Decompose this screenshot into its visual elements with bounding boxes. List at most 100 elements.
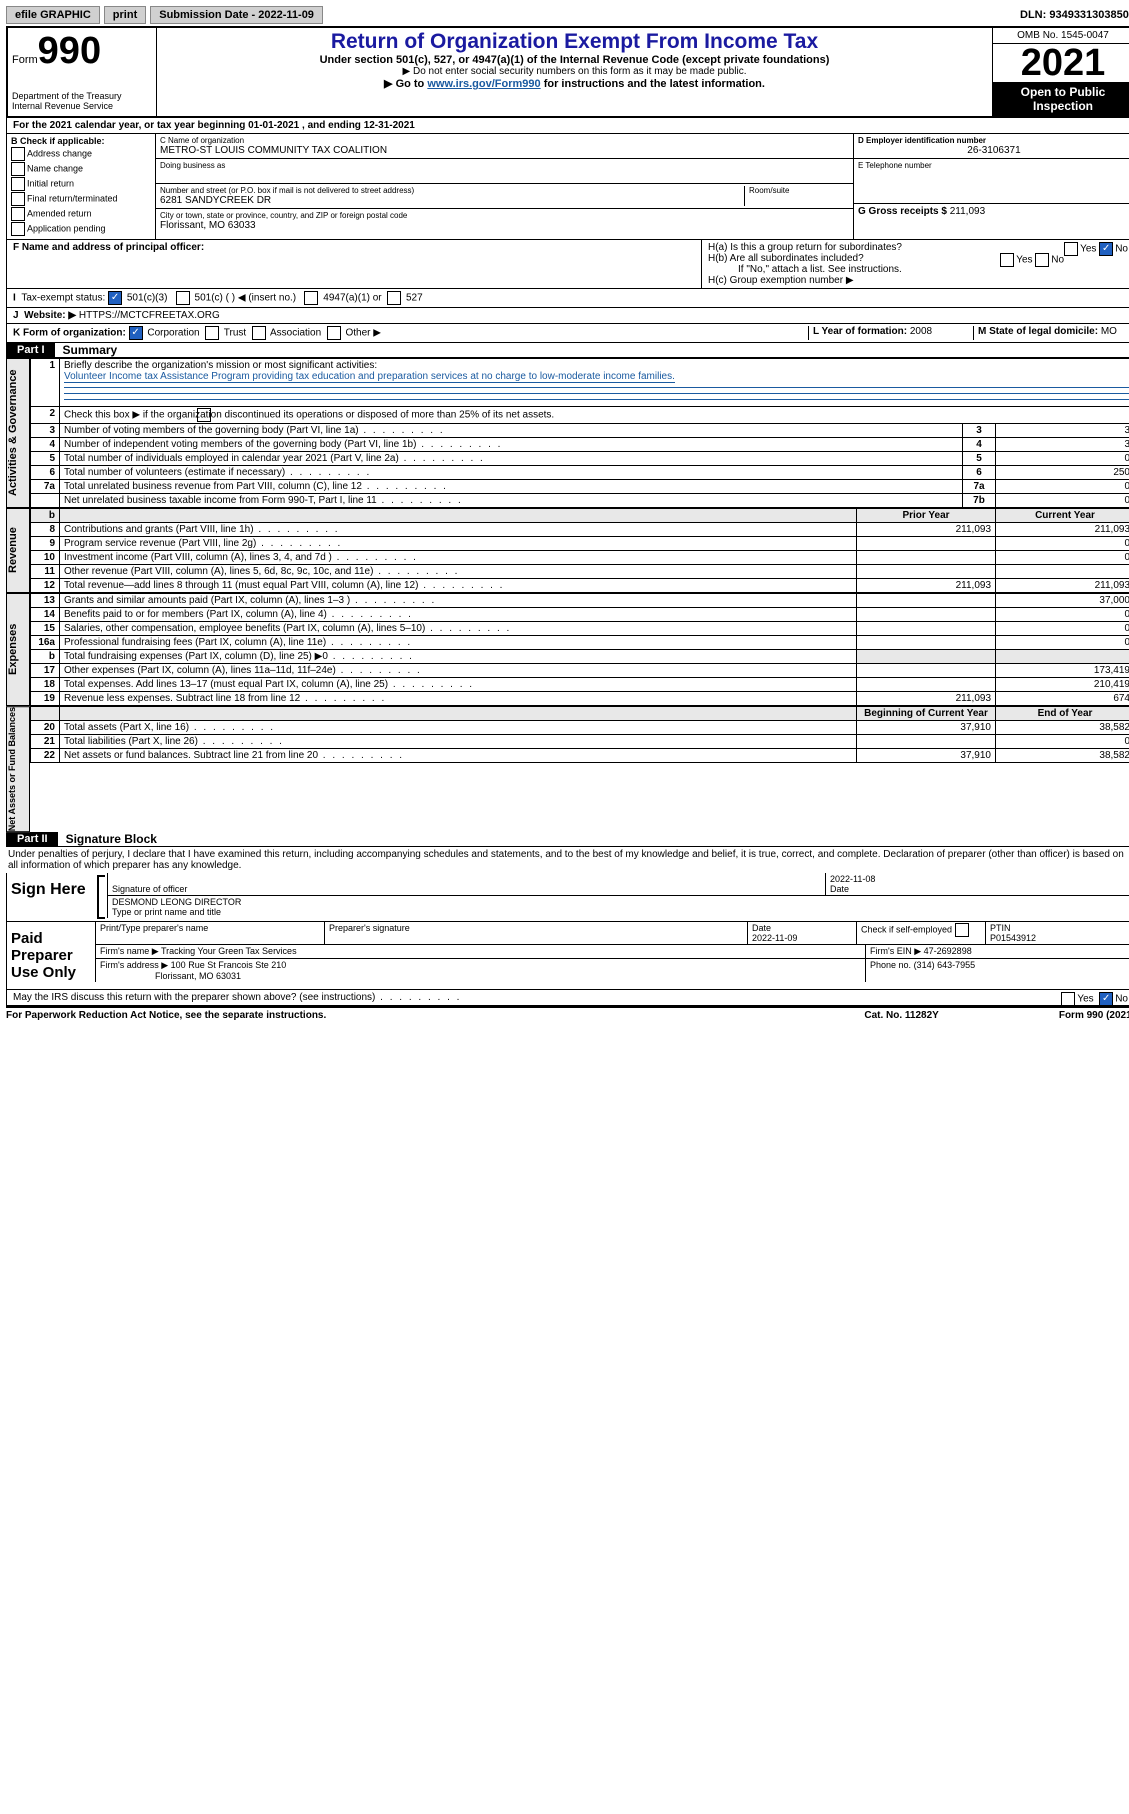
chk-501c3[interactable] [108,291,122,305]
footer-cat: Cat. No. 11282Y [864,1010,938,1021]
table-row: 20Total assets (Part X, line 16)37,91038… [31,721,1129,735]
table-row: 17Other expenses (Part IX, column (A), l… [31,664,1129,678]
chk-hb-yes[interactable] [1000,253,1014,267]
table-row: 9Program service revenue (Part VIII, lin… [31,537,1129,551]
lbl-name-change: Name change [27,163,83,173]
part2-label: Part II [7,832,58,846]
lbl-yes2: Yes [1016,255,1032,266]
chk-final-return[interactable] [11,192,25,206]
side-governance: Activities & Governance [6,358,30,508]
addr-label: Number and street (or P.O. box if mail i… [160,186,740,195]
mission-text: Volunteer Income tax Assistance Program … [64,371,675,383]
name-type-label: Type or print name and title [112,907,221,917]
tax-exempt-label: Tax-exempt status: [21,293,105,304]
domicile-value: MO [1101,326,1117,337]
chk-assoc[interactable] [252,326,266,340]
street-address: 6281 SANDYCREEK DR [160,195,740,206]
dba-label: Doing business as [160,161,849,170]
discuss-no: No [1115,994,1128,1005]
box-b-label: B Check if applicable: [11,136,151,146]
sig-officer-label: Signature of officer [112,884,187,894]
firm-ein: 47-2692898 [924,946,972,956]
chk-amended[interactable] [11,207,25,221]
table-row: 3Number of voting members of the governi… [31,424,1129,438]
chk-discuss-no[interactable] [1099,992,1113,1006]
box-b: B Check if applicable: Address change Na… [7,134,156,239]
box-i: I Tax-exempt status: 501(c)(3) 501(c) ( … [7,289,1129,308]
gross-receipts-label: G Gross receipts $ [858,206,947,217]
lbl-amended: Amended return [27,208,92,218]
table-row: 18Total expenses. Add lines 13–17 (must … [31,678,1129,692]
chk-address-change[interactable] [11,147,25,161]
chk-initial-return[interactable] [11,177,25,191]
chk-discuss-yes[interactable] [1061,992,1075,1006]
org-name: METRO-ST LOUIS COMMUNITY TAX COALITION [160,145,849,156]
chk-name-change[interactable] [11,162,25,176]
table-row: 4Number of independent voting members of… [31,438,1129,452]
chk-discontinued[interactable] [197,408,211,422]
year-formation-value: 2008 [910,326,932,337]
box-h: H(a) Is this a group return for subordin… [702,240,1129,288]
chk-corp[interactable] [129,326,143,340]
efile-label: efile GRAPHIC [6,6,100,24]
opt-4947: 4947(a)(1) or [323,293,381,304]
chk-ha-no[interactable] [1099,242,1113,256]
opt-527: 527 [406,293,423,304]
firm-name: Tracking Your Green Tax Services [161,946,297,956]
chk-527[interactable] [387,291,401,305]
city-state-zip: Florissant, MO 63033 [160,220,849,231]
table-row: 11Other revenue (Part VIII, column (A), … [31,565,1129,579]
lbl-no2: No [1051,255,1064,266]
section-fh: F Name and address of principal officer:… [6,240,1129,289]
chk-app-pending[interactable] [11,222,25,236]
chk-self-employed[interactable] [955,923,969,937]
header-mid: Return of Organization Exempt From Incom… [157,28,992,116]
box-l: L Year of formation: 2008 [808,326,973,340]
ein-label: D Employer identification number [858,136,1129,145]
print-button[interactable]: print [104,6,146,24]
page-footer: For Paperwork Reduction Act Notice, see … [6,1006,1129,1021]
irs-label: Internal Revenue Service [12,101,152,111]
h-b-note: If "No," attach a list. See instructions… [708,264,1128,275]
section-ij: I Tax-exempt status: 501(c)(3) 501(c) ( … [6,289,1129,324]
footer-form: Form 990 (2021) [1059,1010,1129,1021]
top-bar: efile GRAPHIC print Submission Date - 20… [6,6,1129,24]
chk-hb-no[interactable] [1035,253,1049,267]
opt-trust: Trust [224,328,246,339]
side-revenue: Revenue [6,508,30,593]
chk-501c[interactable] [176,291,190,305]
table-revenue: bPrior YearCurrent Year 8Contributions a… [30,508,1129,593]
part2-title: Signature Block [58,832,157,846]
chk-trust[interactable] [205,326,219,340]
sign-here-label: Sign Here [7,873,95,921]
opt-corp: Corporation [147,328,199,339]
irs-link[interactable]: www.irs.gov/Form990 [427,78,540,90]
firm-name-label: Firm's name ▶ [100,946,159,956]
chk-ha-yes[interactable] [1064,242,1078,256]
section-revenue: Revenue bPrior YearCurrent Year 8Contrib… [6,508,1129,593]
table-row: 21Total liabilities (Part X, line 26)0 [31,735,1129,749]
chk-4947[interactable] [304,291,318,305]
h-c-label: H(c) Group exemption number ▶ [708,275,1128,286]
firm-addr-label: Firm's address ▶ [100,960,168,970]
domicile-label: M State of legal domicile: [978,326,1098,337]
header-right: OMB No. 1545-0047 2021 Open to Public In… [992,28,1129,116]
side-netassets: Net Assets or Fund Balances [6,706,30,832]
firm-city: Florissant, MO 63031 [155,971,241,981]
table-row: 8Contributions and grants (Part VIII, li… [31,523,1129,537]
ptin-value: P01543912 [990,933,1036,943]
section-klm: K Form of organization: Corporation Trus… [6,324,1129,343]
chk-other[interactable] [327,326,341,340]
lbl-initial-return: Initial return [27,178,74,188]
sub3-post: for instructions and the latest informat… [541,78,765,90]
open-public: Open to Public Inspection [993,82,1129,116]
sign-here-block: Sign Here Signature of officer 2022-11-0… [6,873,1129,922]
ein-value: 26-3106371 [858,145,1129,156]
section-netassets: Net Assets or Fund Balances Beginning of… [6,706,1129,832]
firm-phone: (314) 643-7955 [914,960,976,970]
website-value: HTTPS://MCTCFREETAX.ORG [79,310,220,321]
ptin-label: PTIN [990,923,1011,933]
lbl-no: No [1115,244,1128,255]
form-org-label: K Form of organization: [13,328,126,339]
lbl-app-pending: Application pending [27,223,106,233]
